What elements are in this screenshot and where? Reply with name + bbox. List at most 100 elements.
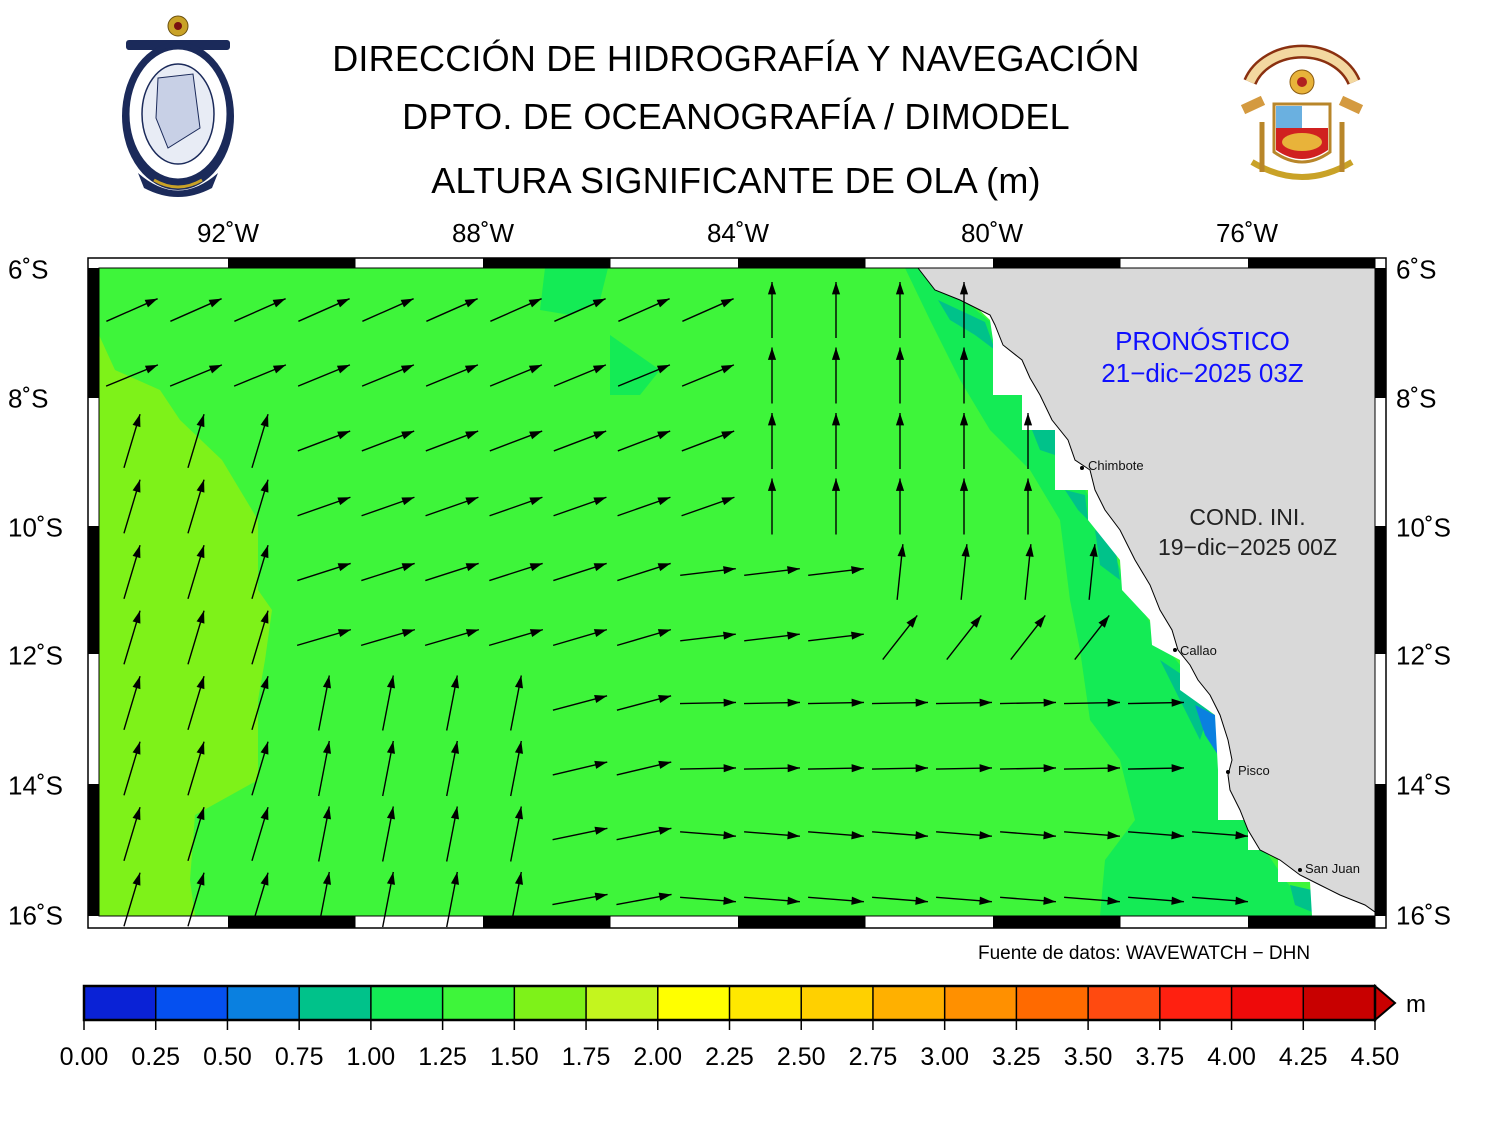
arrow-head: [959, 478, 969, 491]
colorbar-tick-label: 3.75: [1135, 1043, 1185, 1071]
colorbar-tick-label: 0.00: [59, 1043, 109, 1071]
arrow-head: [1023, 478, 1033, 491]
field-0-50: [1195, 705, 1218, 755]
arrow-head: [1043, 698, 1056, 707]
colorbar-tick-label: 0.25: [131, 1043, 181, 1071]
arrow-head: [401, 629, 415, 638]
colorbar-tick-label: 1.75: [561, 1043, 611, 1071]
arrow-head: [336, 298, 350, 308]
field-1-00-a: [938, 300, 995, 350]
arrow-head: [208, 364, 222, 374]
arrow-head: [1034, 615, 1046, 628]
field-1-25-patch2: [610, 335, 660, 395]
frame-bar-bottom: [993, 916, 1121, 928]
field-1-00-d: [1095, 530, 1120, 580]
arrow-head: [723, 566, 736, 575]
colorbar-tick-label: 1.50: [489, 1043, 539, 1071]
arrow-head: [386, 872, 395, 885]
arrow-head: [260, 610, 269, 624]
colorbar-tick-label: 1.00: [346, 1043, 396, 1071]
frame-bar-left: [88, 784, 99, 916]
arrow-head: [723, 698, 736, 707]
frame-bar-right: [1375, 526, 1386, 654]
arrow-head: [831, 347, 841, 360]
arrow-head: [787, 631, 800, 640]
lat-label-right-10s: 10˚S: [1396, 512, 1451, 543]
arrow-head: [767, 478, 777, 491]
arrow-head: [1171, 831, 1184, 840]
arrow-head: [767, 413, 777, 426]
colorbar-tick-label: 0.50: [203, 1043, 252, 1071]
arrow-head: [787, 896, 800, 905]
arrow-head: [132, 676, 141, 690]
arrow-head: [979, 896, 992, 905]
field-1-75: [99, 335, 272, 916]
forecast-date: 21−dic−2025 03Z: [1101, 358, 1304, 388]
arrow-head: [787, 831, 800, 840]
arrow-head: [450, 872, 459, 885]
arrow-head: [594, 826, 608, 835]
frame-bar-right: [1375, 784, 1386, 916]
arrow-head: [260, 479, 269, 493]
arrow-head: [132, 807, 141, 821]
colorbar-tick-label: 1.25: [418, 1043, 467, 1071]
arrow-head: [196, 676, 205, 690]
header-title: DIRECCIÓN DE HIDROGRAFÍA Y NAVEGACIÓN: [332, 38, 1140, 79]
arrow-head: [1025, 544, 1034, 557]
arrow-head: [208, 298, 222, 308]
arrow-head: [529, 431, 543, 440]
frame-bar-right: [1375, 268, 1386, 398]
arrow-head: [132, 741, 141, 755]
city-label-pisco: Pisco: [1238, 763, 1270, 778]
field-1-00-f: [1290, 885, 1312, 912]
arrow-head: [915, 831, 928, 840]
arrow-head: [723, 764, 736, 773]
lon-label-76w: 76˚W: [1215, 218, 1279, 248]
arrow-head: [851, 764, 864, 773]
frame-bar-top: [228, 258, 356, 268]
arrow-head: [593, 431, 607, 440]
arrow-head: [831, 478, 841, 491]
arrow-head: [979, 831, 992, 840]
arrow-head: [1171, 896, 1184, 905]
arrow-head: [450, 675, 459, 689]
arrow-head: [465, 629, 479, 638]
arrow-head: [528, 364, 542, 374]
arrow-head: [386, 741, 395, 754]
frame-bar-top: [993, 258, 1121, 268]
init-label: COND. INI.: [1189, 504, 1306, 530]
arrow-head: [196, 479, 205, 493]
field-1-00-e: [1160, 660, 1210, 740]
arrow-head: [144, 364, 158, 374]
arrow-head: [915, 698, 928, 707]
arrow-head: [465, 431, 479, 440]
arrow-head: [337, 497, 351, 506]
arrow-head: [529, 629, 543, 638]
arrow-head: [1107, 764, 1120, 773]
field-1-00-b: [1030, 425, 1055, 455]
arrow-head: [720, 298, 734, 308]
colorbar-tick-label: 2.75: [848, 1043, 898, 1071]
arrow-head: [895, 413, 905, 426]
arrow-head: [401, 431, 415, 440]
arrow-head: [915, 764, 928, 773]
frame-bar-bottom: [228, 916, 356, 928]
arrow-head: [196, 741, 205, 755]
data-source-note: Fuente de datos: WAVEWATCH − DHN: [978, 943, 1311, 964]
colorbar-tick-label: 2.25: [705, 1043, 754, 1071]
arrow-head: [915, 896, 928, 905]
arrow-head: [196, 872, 205, 886]
arrow-head: [260, 545, 269, 559]
frame-bar-bottom: [738, 916, 866, 928]
colorbar-tick-label: 2.00: [633, 1043, 683, 1071]
city-label-san-juan: San Juan: [1305, 861, 1360, 876]
arrow-head: [132, 479, 141, 493]
arrow-head: [721, 431, 735, 440]
arrow-head: [272, 298, 286, 308]
frame-bar-left: [88, 526, 99, 654]
arrow-head: [594, 695, 608, 703]
arrow-head: [196, 807, 205, 821]
arrow-head: [1089, 544, 1098, 557]
arrow-head: [514, 675, 523, 689]
